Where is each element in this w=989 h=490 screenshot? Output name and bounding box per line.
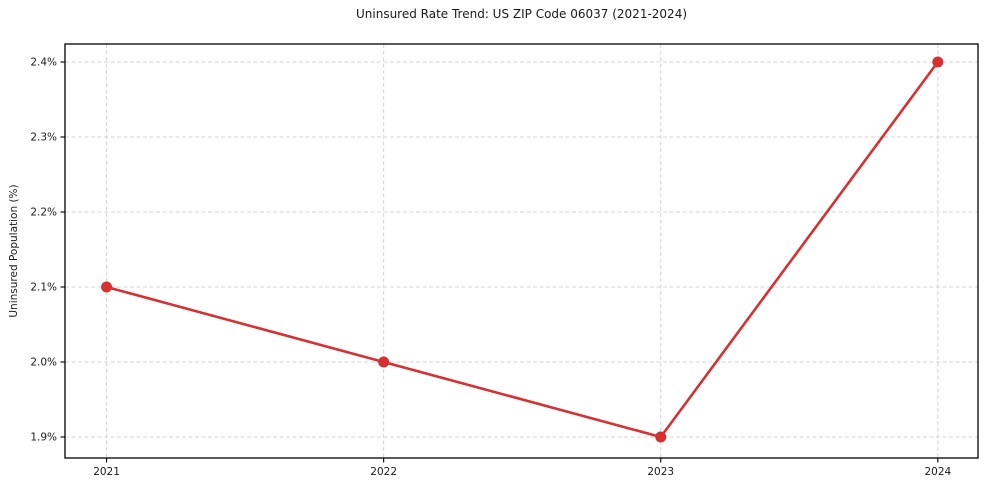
data-point [655, 431, 667, 443]
data-point [378, 356, 390, 368]
y-tick-label: 1.9% [30, 432, 57, 444]
x-tick-label: 2024 [924, 466, 951, 478]
chart-title: Uninsured Rate Trend: US ZIP Code 06037 … [355, 7, 688, 21]
y-tick-label: 2.4% [30, 57, 57, 69]
data-point [932, 56, 944, 68]
trend-line [105, 60, 940, 439]
x-tick-label: 2023 [647, 466, 674, 478]
data-point [101, 281, 113, 293]
y-tick-label: 2.0% [30, 357, 57, 369]
y-tick-label: 2.2% [30, 207, 57, 219]
x-tick-label: 2022 [370, 466, 397, 478]
y-tick-label: 2.3% [30, 132, 57, 144]
y-tick-label: 2.1% [30, 282, 57, 294]
plot-border [64, 43, 979, 459]
x-tick-label: 2021 [93, 466, 120, 478]
